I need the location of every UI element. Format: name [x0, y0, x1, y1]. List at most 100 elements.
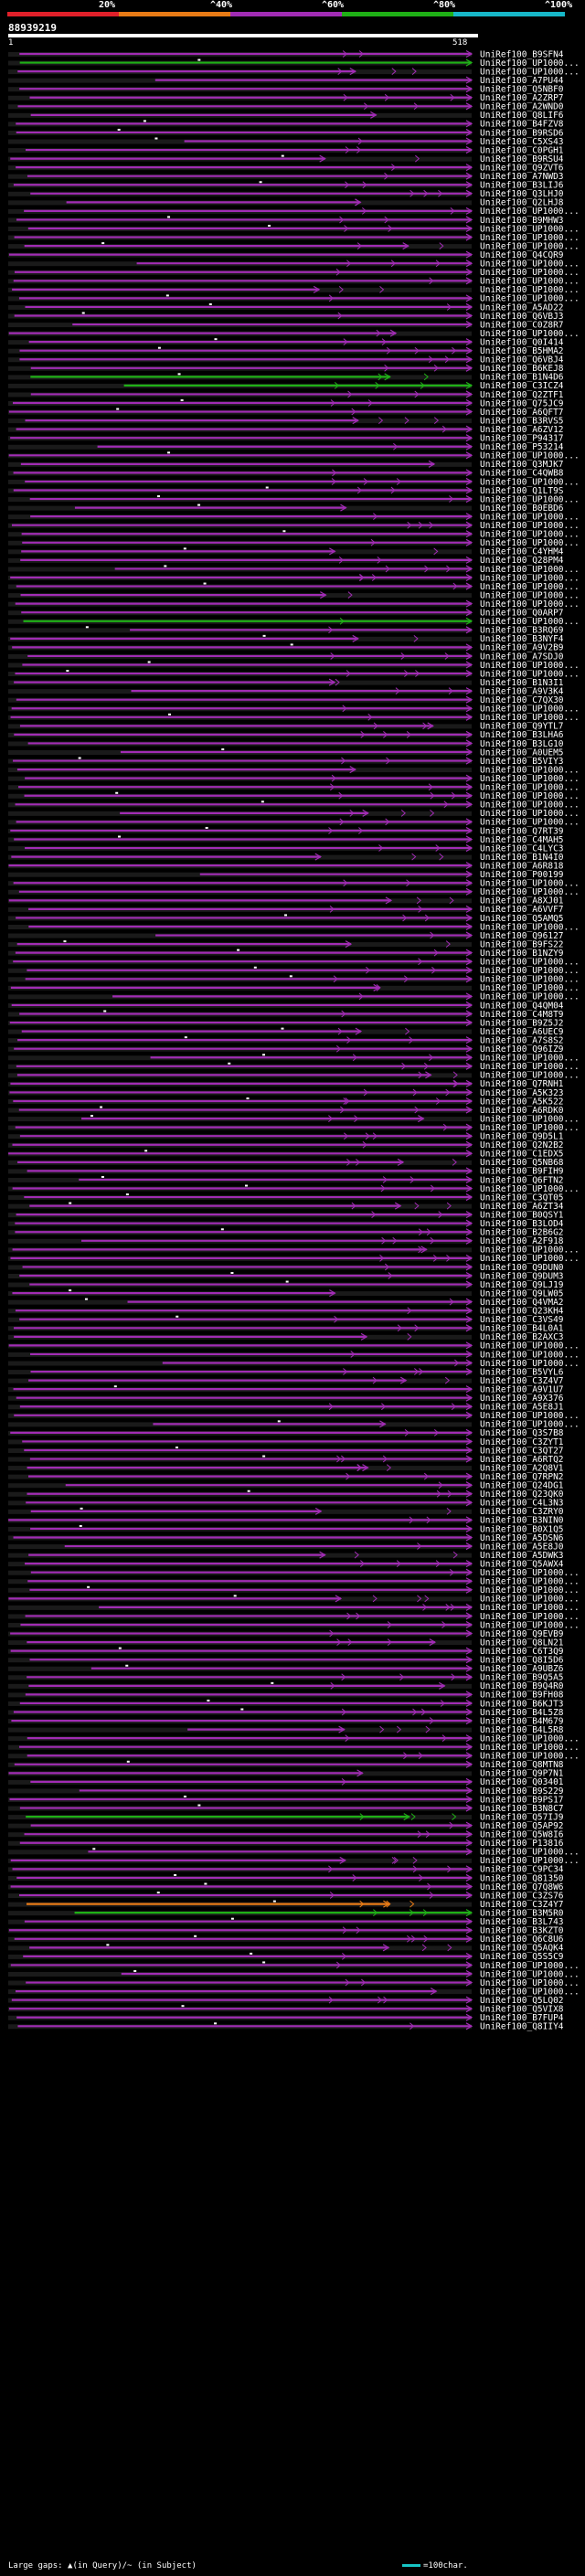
hit-label[interactable]: UniRef100_C0PGH1 — [480, 145, 564, 155]
hit-label[interactable]: UniRef100_C3QT27 — [480, 1446, 564, 1456]
hit-label[interactable]: UniRef100_B9Q4R0 — [480, 1681, 564, 1691]
hit-label[interactable]: UniRef100_P94317 — [480, 434, 564, 444]
hit-label[interactable]: UniRef100_UP1000... — [480, 765, 580, 775]
hit-label[interactable]: UniRef100_UP1000... — [480, 1585, 580, 1595]
hit-label[interactable]: UniRef100_UP1000... — [480, 705, 580, 715]
hit-label[interactable]: UniRef100_UP1000... — [480, 329, 580, 339]
hit-label[interactable]: UniRef100_Q6VBJ3 — [480, 312, 564, 322]
hit-label[interactable]: UniRef100_Q1LT9S — [480, 486, 564, 496]
hit-label[interactable]: UniRef100_A2WND0 — [480, 102, 564, 112]
hit-label[interactable]: UniRef100_UP1000... — [480, 1595, 580, 1605]
hit-label[interactable]: UniRef100_B9MHW3 — [480, 216, 564, 226]
hit-label[interactable]: UniRef100_UP1000... — [480, 67, 580, 77]
hit-label[interactable]: UniRef100_UP1000... — [480, 818, 580, 828]
hit-label[interactable]: UniRef100_Q2LHJ8 — [480, 198, 564, 208]
hit-label[interactable]: UniRef100_B3L743 — [480, 1917, 564, 1927]
hit-label[interactable]: UniRef100_UP1000... — [480, 1246, 580, 1256]
hit-label[interactable]: UniRef100_P13816 — [480, 1839, 564, 1849]
hit-label[interactable]: UniRef100_Q8MTN8 — [480, 1760, 564, 1770]
hit-label[interactable]: UniRef100_Q9DUM3 — [480, 1271, 564, 1281]
hit-label[interactable]: UniRef100_B1N4D6 — [480, 373, 564, 383]
hit-label[interactable]: UniRef100_B1NZY9 — [480, 949, 564, 959]
hit-label[interactable]: UniRef100_UP1000... — [480, 1114, 580, 1124]
hit-label[interactable]: UniRef100_UP1000... — [480, 1254, 580, 1264]
hit-label[interactable]: UniRef100_UP1000... — [480, 669, 580, 679]
hit-label[interactable]: UniRef100_UP1000... — [480, 521, 580, 531]
hit-label[interactable]: UniRef100_UP1000... — [480, 958, 580, 968]
hit-label[interactable]: UniRef100_Q9D5L1 — [480, 1132, 564, 1142]
hit-label[interactable]: UniRef100_Q0I414 — [480, 337, 564, 347]
hit-label[interactable]: UniRef100_UP1000... — [480, 1184, 580, 1194]
hit-label[interactable]: UniRef100_UP1000... — [480, 582, 580, 592]
hit-label[interactable]: UniRef100_UP1000... — [480, 512, 580, 522]
hit-label[interactable]: UniRef100_B3LHA6 — [480, 730, 564, 740]
hit-label[interactable]: UniRef100_Q7RNH1 — [480, 1079, 564, 1089]
hit-label[interactable]: UniRef100_UP1000... — [480, 791, 580, 801]
hit-label[interactable]: UniRef100_A5E8J0 — [480, 1542, 564, 1552]
hit-label[interactable]: UniRef100_C3Z4Y7 — [480, 1900, 564, 1910]
hit-label[interactable]: UniRef100_C3ZRY0 — [480, 1507, 564, 1517]
hit-label[interactable]: UniRef100_C3ICZ4 — [480, 381, 564, 391]
hit-label[interactable]: UniRef100_Q9DUN0 — [480, 1263, 564, 1273]
hit-label[interactable]: UniRef100_C9PC34 — [480, 1865, 564, 1875]
hit-label[interactable]: UniRef100_A0UEM5 — [480, 747, 564, 758]
hit-label[interactable]: UniRef100_UP1000... — [480, 1062, 580, 1072]
hit-label[interactable]: UniRef100_UP1000... — [480, 1341, 580, 1352]
hit-label[interactable]: UniRef100_UP1000... — [480, 887, 580, 897]
hit-label[interactable]: UniRef100_B4L5R8 — [480, 1725, 564, 1735]
hit-label[interactable]: UniRef100_UP1000... — [480, 783, 580, 793]
hit-label[interactable]: UniRef100_Q3S7B8 — [480, 1428, 564, 1438]
hit-label[interactable]: UniRef100_UP1000... — [480, 975, 580, 985]
hit-label[interactable]: UniRef100_B9PS17 — [480, 1795, 564, 1805]
hit-label[interactable]: UniRef100_UP1000... — [480, 966, 580, 976]
hit-label[interactable]: UniRef100_UP1000... — [480, 538, 580, 548]
hit-label[interactable]: UniRef100_A8XJ01 — [480, 896, 564, 906]
hit-label[interactable]: UniRef100_B5HMA2 — [480, 346, 564, 356]
hit-label[interactable]: UniRef100_A5DWK3 — [480, 1551, 564, 1561]
hit-label[interactable]: UniRef100_B9S229 — [480, 1786, 564, 1797]
hit-label[interactable]: UniRef100_Q6VBJ4 — [480, 355, 564, 366]
hit-label[interactable]: UniRef100_UP1000... — [480, 1568, 580, 1578]
hit-label[interactable]: UniRef100_UP1000... — [480, 1978, 580, 1988]
hit-label[interactable]: UniRef100_UP1000... — [480, 494, 580, 504]
hit-label[interactable]: UniRef100_B9Z5J2 — [480, 1018, 564, 1028]
hit-label[interactable]: UniRef100_UP1000... — [480, 1848, 580, 1858]
hit-label[interactable]: UniRef100_C3VS49 — [480, 1315, 564, 1325]
hit-label[interactable]: UniRef100_B3LG10 — [480, 739, 564, 749]
hit-label[interactable]: UniRef100_UP1000... — [480, 241, 580, 251]
hit-label[interactable]: UniRef100_UP1000... — [480, 1961, 580, 1971]
hit-label[interactable]: UniRef100_B3LOD4 — [480, 1219, 564, 1229]
hit-label[interactable]: UniRef100_UP1000... — [480, 1603, 580, 1613]
hit-label[interactable]: UniRef100_B9SFN4 — [480, 49, 564, 59]
hit-label[interactable]: UniRef100_UP1000... — [480, 983, 580, 993]
hit-label[interactable]: UniRef100_A6QFT7 — [480, 408, 564, 418]
hit-label[interactable]: UniRef100_UP1000... — [480, 451, 580, 461]
hit-label[interactable]: UniRef100_Q7Q8W6 — [480, 1882, 564, 1892]
hit-label[interactable]: UniRef100_C4YHM4 — [480, 547, 564, 557]
hit-label[interactable]: UniRef100_B9Q5A5 — [480, 1673, 564, 1683]
hit-label[interactable]: UniRef100_Q4CQR9 — [480, 250, 564, 260]
hit-label[interactable]: UniRef100_UP1000... — [480, 1054, 580, 1064]
hit-label[interactable]: UniRef100_P53214 — [480, 442, 564, 452]
hit-label[interactable]: UniRef100_A5AD22 — [480, 302, 564, 313]
hit-label[interactable]: UniRef100_C4QWB8 — [480, 469, 564, 479]
hit-label[interactable]: UniRef100_B3RVS5 — [480, 416, 564, 426]
hit-label[interactable]: UniRef100_Q4QM04 — [480, 1001, 564, 1011]
hit-label[interactable]: UniRef100_Q8LN21 — [480, 1638, 564, 1648]
hit-label[interactable]: UniRef100_UP1000... — [480, 285, 580, 295]
hit-label[interactable]: UniRef100_UP1000... — [480, 1743, 580, 1753]
hit-label[interactable]: UniRef100_Q23KH4 — [480, 1307, 564, 1317]
hit-label[interactable]: UniRef100_A6VVF7 — [480, 905, 564, 915]
hit-label[interactable]: UniRef100_UP1000... — [480, 661, 580, 671]
hit-label[interactable]: UniRef100_UP1000... — [480, 1733, 580, 1744]
hit-label[interactable]: UniRef100_A9V3K4 — [480, 686, 564, 696]
hit-label[interactable]: UniRef100_Q5AQK4 — [480, 1944, 564, 1954]
hit-label[interactable]: UniRef100_B3M5R0 — [480, 1908, 564, 1918]
hit-label[interactable]: UniRef100_UP1000... — [480, 530, 580, 540]
hit-label[interactable]: UniRef100_B3N8C7 — [480, 1804, 564, 1814]
hit-label[interactable]: UniRef100_B6KEJ8 — [480, 364, 564, 374]
hit-label[interactable]: UniRef100_B9RSD6 — [480, 128, 564, 138]
hit-label[interactable]: UniRef100_A7SDJ0 — [480, 652, 564, 662]
hit-label[interactable]: UniRef100_Q96127 — [480, 931, 564, 941]
hit-label[interactable]: UniRef100_Q3MJK7 — [480, 460, 564, 470]
